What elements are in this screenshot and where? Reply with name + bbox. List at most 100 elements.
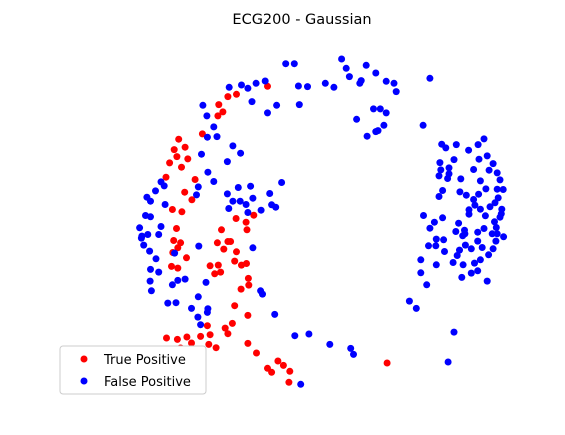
point-true-positive-64 bbox=[163, 334, 170, 342]
point-true-positive-60 bbox=[188, 339, 195, 347]
point-false-positive-61 bbox=[272, 203, 280, 211]
point-false-positive-119 bbox=[452, 228, 460, 235]
point-false-positive-153 bbox=[485, 166, 493, 174]
point-false-positive-99 bbox=[257, 287, 265, 295]
point-false-positive-3 bbox=[342, 64, 350, 72]
point-false-positive-103 bbox=[326, 340, 334, 348]
point-false-positive-26 bbox=[370, 105, 377, 113]
point-false-positive-12 bbox=[321, 79, 329, 87]
point-true-positive-16 bbox=[181, 188, 189, 196]
point-false-positive-100 bbox=[291, 332, 299, 340]
point-true-positive-70 bbox=[279, 361, 287, 369]
point-false-positive-126 bbox=[449, 259, 457, 266]
point-false-positive-10 bbox=[382, 77, 390, 85]
point-true-positive-30 bbox=[242, 218, 250, 226]
point-false-positive-137 bbox=[442, 144, 450, 152]
point-false-positive-102 bbox=[305, 330, 313, 338]
point-false-positive-42 bbox=[223, 158, 231, 166]
point-false-positive-180 bbox=[499, 186, 507, 193]
point-false-positive-150 bbox=[480, 135, 488, 143]
point-true-positive-47 bbox=[237, 285, 245, 293]
point-false-positive-77 bbox=[146, 247, 154, 255]
point-false-positive-38 bbox=[210, 123, 218, 131]
point-false-positive-141 bbox=[452, 141, 460, 149]
point-false-positive-149 bbox=[470, 196, 478, 203]
point-false-positive-34 bbox=[264, 109, 271, 117]
point-true-positive-55 bbox=[197, 332, 205, 340]
point-false-positive-182 bbox=[493, 169, 501, 177]
point-true-positive-31 bbox=[243, 226, 251, 234]
point-false-positive-135 bbox=[435, 172, 443, 180]
point-false-positive-88 bbox=[195, 242, 203, 250]
point-true-positive-12 bbox=[166, 159, 174, 167]
point-false-positive-186 bbox=[483, 277, 491, 285]
point-false-positive-75 bbox=[137, 234, 145, 242]
point-true-positive-45 bbox=[244, 274, 252, 282]
point-false-positive-170 bbox=[485, 251, 493, 259]
point-false-positive-146 bbox=[456, 188, 464, 196]
point-false-positive-36 bbox=[203, 112, 211, 120]
point-false-positive-168 bbox=[474, 228, 482, 236]
point-false-positive-109 bbox=[435, 193, 443, 200]
point-false-positive-40 bbox=[229, 142, 237, 150]
point-false-positive-15 bbox=[238, 81, 245, 89]
point-true-positive-56 bbox=[205, 340, 213, 348]
point-true-positive-11 bbox=[184, 155, 192, 163]
point-false-positive-176 bbox=[493, 230, 501, 238]
legend: True Positive False Positive bbox=[59, 345, 207, 395]
point-false-positive-172 bbox=[467, 269, 475, 277]
point-false-positive-143 bbox=[475, 155, 483, 163]
legend-label-true-positive: True Positive bbox=[103, 353, 186, 368]
point-false-positive-57 bbox=[257, 206, 265, 214]
point-false-positive-21 bbox=[248, 98, 256, 106]
point-false-positive-191 bbox=[423, 281, 431, 289]
point-true-positive-48 bbox=[231, 302, 239, 310]
point-true-positive-10 bbox=[173, 153, 181, 161]
point-false-positive-31 bbox=[363, 132, 371, 140]
point-false-positive-184 bbox=[497, 210, 505, 218]
points-layer bbox=[136, 55, 508, 388]
point-false-positive-144 bbox=[470, 166, 478, 173]
point-false-positive-16 bbox=[244, 84, 252, 92]
point-true-positive-15 bbox=[191, 176, 199, 183]
point-true-positive-65 bbox=[244, 339, 252, 347]
point-false-positive-193 bbox=[417, 256, 425, 264]
point-false-positive-161 bbox=[486, 203, 494, 211]
point-false-positive-72 bbox=[157, 223, 165, 230]
point-false-positive-56 bbox=[247, 182, 255, 190]
point-false-positive-37 bbox=[203, 133, 211, 141]
point-false-positive-181 bbox=[496, 176, 504, 184]
point-true-positive-69 bbox=[268, 368, 276, 376]
point-false-positive-105 bbox=[350, 350, 357, 358]
point-false-positive-108 bbox=[439, 214, 447, 222]
point-true-positive-57 bbox=[212, 344, 220, 352]
point-true-positive-51 bbox=[221, 324, 229, 332]
point-false-positive-84 bbox=[174, 276, 182, 284]
point-false-positive-27 bbox=[382, 109, 390, 117]
point-false-positive-60 bbox=[278, 179, 286, 186]
point-true-positive-0 bbox=[264, 82, 271, 90]
point-false-positive-159 bbox=[493, 185, 501, 193]
point-false-positive-87 bbox=[202, 278, 210, 286]
point-false-positive-93 bbox=[194, 313, 202, 321]
point-false-positive-18 bbox=[261, 77, 269, 85]
point-false-positive-48 bbox=[223, 190, 231, 198]
point-false-positive-152 bbox=[483, 152, 491, 160]
point-false-positive-114 bbox=[441, 248, 448, 255]
point-false-positive-14 bbox=[225, 83, 233, 91]
point-true-positive-61 bbox=[173, 335, 181, 343]
point-false-positive-174 bbox=[471, 259, 478, 267]
point-true-positive-26 bbox=[168, 262, 175, 270]
point-false-positive-173 bbox=[474, 267, 482, 275]
point-false-positive-117 bbox=[425, 242, 432, 250]
point-true-positive-36 bbox=[220, 245, 228, 253]
point-false-positive-81 bbox=[146, 277, 154, 285]
point-true-positive-3 bbox=[215, 101, 223, 109]
point-false-positive-165 bbox=[488, 230, 496, 238]
point-false-positive-163 bbox=[491, 218, 498, 226]
point-false-positive-120 bbox=[455, 219, 463, 227]
point-true-positive-1 bbox=[233, 90, 240, 98]
point-false-positive-43 bbox=[198, 150, 205, 158]
point-true-positive-53 bbox=[224, 330, 232, 338]
point-true-positive-59 bbox=[183, 333, 191, 341]
